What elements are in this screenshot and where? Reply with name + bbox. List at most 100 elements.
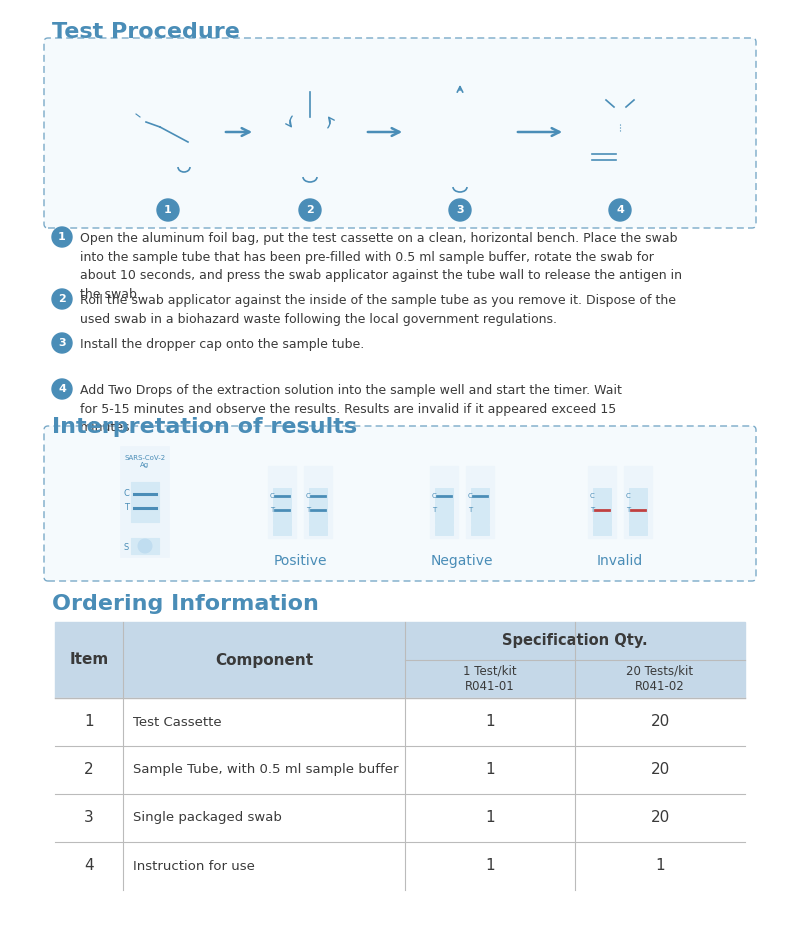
Text: Item: Item	[70, 652, 109, 667]
Text: C: C	[124, 489, 130, 499]
Text: 1: 1	[58, 232, 66, 242]
Bar	[457, 93, 463, 105]
Text: 4: 4	[84, 859, 94, 874]
Bar	[471, 488, 489, 524]
Bar	[178, 112, 190, 167]
Text: Positive: Positive	[274, 554, 326, 568]
Text: 20: 20	[650, 763, 670, 778]
Text: Invalid: Invalid	[597, 554, 643, 568]
Text: T: T	[590, 507, 594, 513]
Text: 1: 1	[164, 205, 172, 215]
Text: Open the aluminum foil bag, put the test cassette on a clean, horizontal bench. : Open the aluminum foil bag, put the test…	[80, 232, 682, 301]
Text: Test Procedure: Test Procedure	[52, 22, 240, 42]
Text: Instruction for use: Instruction for use	[133, 860, 255, 872]
Bar	[309, 525, 327, 535]
Bar	[588, 466, 616, 538]
Text: 20: 20	[650, 715, 670, 729]
Text: SARS-CoV-2
Ag: SARS-CoV-2 Ag	[125, 455, 166, 468]
Text: C: C	[468, 493, 473, 499]
Bar	[453, 127, 467, 187]
Circle shape	[52, 227, 72, 247]
Bar	[405, 622, 745, 660]
Bar	[303, 117, 317, 177]
Text: 2: 2	[306, 205, 314, 215]
Bar	[309, 488, 327, 524]
Text: T: T	[626, 507, 630, 513]
Text: S: S	[124, 543, 130, 551]
Text: C: C	[432, 493, 437, 499]
Text: T: T	[468, 507, 472, 513]
FancyBboxPatch shape	[44, 426, 756, 581]
Bar	[629, 488, 647, 524]
Text: Component: Component	[215, 652, 313, 667]
Bar	[268, 466, 296, 538]
Text: C: C	[270, 493, 274, 499]
Text: C: C	[306, 493, 310, 499]
FancyBboxPatch shape	[44, 38, 756, 228]
Text: Interpretation of results: Interpretation of results	[52, 417, 357, 437]
Bar	[55, 794, 745, 842]
Bar	[617, 80, 623, 92]
Circle shape	[609, 199, 631, 221]
Bar	[55, 842, 745, 890]
Circle shape	[299, 199, 321, 221]
Bar	[304, 466, 332, 538]
Bar	[131, 482, 159, 522]
Text: 1: 1	[84, 715, 94, 729]
Circle shape	[449, 199, 471, 221]
Bar	[435, 488, 453, 524]
Text: Specification Qty.: Specification Qty.	[502, 633, 648, 648]
Bar	[452, 105, 468, 127]
Text: 1: 1	[485, 763, 495, 778]
Bar	[273, 525, 291, 535]
Bar	[55, 622, 405, 698]
Text: 1: 1	[485, 810, 495, 825]
Bar	[593, 488, 611, 524]
Bar	[405, 660, 745, 698]
Text: Ordering Information: Ordering Information	[52, 594, 319, 614]
Text: Negative: Negative	[430, 554, 494, 568]
Text: Sample Tube, with 0.5 ml sample buffer: Sample Tube, with 0.5 ml sample buffer	[133, 764, 398, 777]
Bar	[55, 698, 745, 746]
Bar	[624, 466, 652, 538]
Text: C: C	[626, 493, 630, 499]
Text: 4: 4	[616, 205, 624, 215]
Bar	[585, 140, 655, 170]
Bar	[471, 525, 489, 535]
Circle shape	[52, 379, 72, 399]
Bar	[614, 92, 626, 120]
Text: 20 Tests/kit
R041-02: 20 Tests/kit R041-02	[626, 664, 694, 693]
Text: T: T	[270, 507, 274, 513]
Circle shape	[52, 289, 72, 309]
Text: T: T	[124, 504, 129, 512]
Text: Test Cassette: Test Cassette	[133, 716, 222, 728]
Text: T: T	[432, 507, 436, 513]
Bar	[55, 746, 745, 794]
Text: 1: 1	[655, 859, 665, 874]
Text: 1: 1	[485, 859, 495, 874]
Text: 1: 1	[485, 715, 495, 729]
Text: 20: 20	[650, 810, 670, 825]
Bar	[435, 525, 453, 535]
Bar	[629, 525, 647, 535]
Bar	[430, 466, 458, 538]
Bar	[121, 447, 169, 557]
Text: 2: 2	[58, 294, 66, 304]
Text: 1 Test/kit
R041-01: 1 Test/kit R041-01	[463, 664, 517, 693]
Text: 3: 3	[456, 205, 464, 215]
Circle shape	[138, 539, 152, 553]
Text: 2: 2	[84, 763, 94, 778]
Bar	[590, 145, 618, 167]
Bar	[131, 538, 159, 554]
Bar	[55, 622, 745, 890]
Text: C: C	[590, 493, 594, 499]
Text: Install the dropper cap onto the sample tube.: Install the dropper cap onto the sample …	[80, 338, 364, 351]
Text: T: T	[306, 507, 310, 513]
Bar	[273, 488, 291, 524]
Bar	[593, 525, 611, 535]
Text: Single packaged swab: Single packaged swab	[133, 811, 282, 824]
Text: Roll the swab applicator against the inside of the sample tube as you remove it.: Roll the swab applicator against the ins…	[80, 294, 676, 326]
Text: Add Two Drops of the extraction solution into the sample well and start the time: Add Two Drops of the extraction solution…	[80, 384, 622, 434]
Bar	[466, 466, 494, 538]
Circle shape	[157, 199, 179, 221]
